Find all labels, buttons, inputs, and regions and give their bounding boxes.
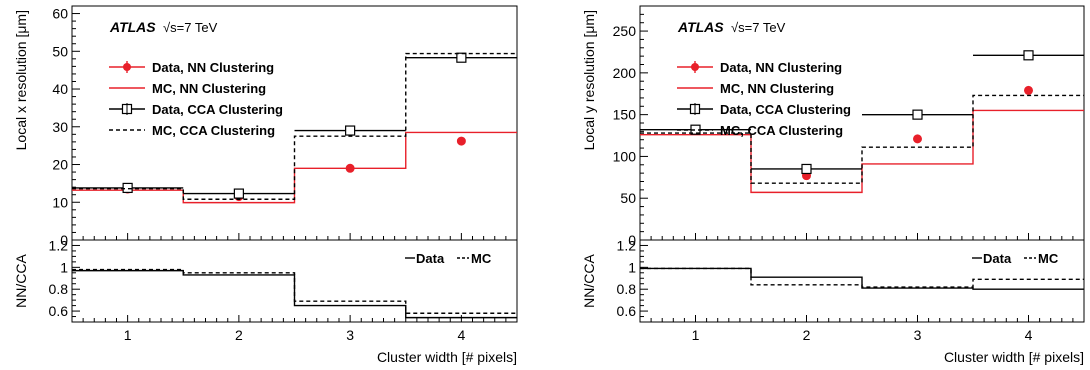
x-tick-label: 4	[457, 327, 465, 343]
x-tick-label: 1	[124, 327, 132, 343]
ratio-mc-line	[72, 268, 517, 314]
data-nn-marker	[1024, 85, 1033, 95]
ratio-y-tick-label: 1	[628, 259, 636, 275]
legend-label: Data, NN Clustering	[152, 60, 274, 75]
chart-local-y-resolution: 1 2 3 4 0 50 100 150 200 250 0.6 0.8 1 1.2 Cluster wid…	[581, 5, 1085, 365]
x-tick-label: 2	[803, 327, 811, 343]
legend-label: Data, NN Clustering	[720, 60, 842, 75]
series-mc-cca-line	[72, 52, 517, 200]
y-tick-label: 0	[628, 232, 636, 248]
data-cca-marker	[345, 125, 356, 136]
ratio-y-axis-title: NN/CCA	[581, 254, 597, 308]
series-mc-cca-line	[640, 94, 1084, 184]
y-axis-title: Local x resolution [μm]	[13, 10, 29, 150]
x-axis-title: Cluster width [# pixels]	[944, 349, 1084, 365]
x-tick-label: 3	[914, 327, 922, 343]
ratio-y-tick-label: 0.6	[49, 303, 69, 319]
legend-label: Data, CCA Clustering	[720, 102, 851, 117]
data-cca-marker	[122, 182, 133, 194]
main-plot-frame	[71, 5, 518, 241]
ratio-y-tick-label: 0.8	[617, 281, 637, 297]
y-tick-label: 150	[613, 107, 637, 123]
y-tick-label: 100	[613, 148, 637, 164]
legend-swatch-marker	[691, 63, 699, 71]
data-cca-marker	[233, 188, 244, 199]
legend-label: MC, NN Clustering	[720, 81, 834, 96]
y-tick-label: 200	[613, 65, 637, 81]
y-tick-label: 50	[52, 43, 68, 59]
legend-label: MC, CCA Clustering	[152, 123, 275, 138]
y-tick-label: 10	[52, 194, 68, 210]
data-cca-marker	[912, 109, 923, 120]
energy-label: √s=7 TeV	[731, 20, 786, 35]
ratio-y-tick-label: 1.2	[617, 237, 637, 253]
y-tick-label: 250	[613, 23, 637, 39]
y-tick-label: 40	[52, 81, 68, 97]
energy-label: √s=7 TeV	[163, 20, 218, 35]
ratio-y-tick-label: 0.6	[617, 303, 637, 319]
y-tick-label: 0	[60, 232, 68, 248]
atlas-label: ATLAS	[109, 19, 156, 35]
data-cca-marker	[456, 52, 467, 63]
x-tick-label: 1	[692, 327, 700, 343]
data-nn-marker	[913, 134, 922, 144]
atlas-label: ATLAS	[677, 19, 724, 35]
y-tick-label: 20	[52, 157, 68, 173]
ratio-legend-label-data: Data	[416, 251, 445, 266]
legend-swatch-marker	[123, 63, 131, 71]
data-cca-marker	[801, 163, 812, 175]
x-axis-title: Cluster width [# pixels]	[377, 349, 517, 365]
ratio-y-tick-label: 1.2	[49, 237, 69, 253]
legend-label: MC, NN Clustering	[152, 81, 266, 96]
data-nn-marker	[456, 136, 466, 146]
data-cca-marker	[1023, 50, 1034, 61]
x-tick-label: 2	[235, 327, 243, 343]
main-plot-frame	[639, 5, 1085, 241]
legend-label: MC, CCA Clustering	[720, 123, 843, 138]
ratio-y-tick-label: 1	[60, 259, 68, 275]
ratio-legend-label-mc: MC	[1038, 251, 1059, 266]
y-axis-title: Local y resolution [μm]	[581, 10, 597, 150]
y-tick-label: 50	[620, 190, 636, 206]
ratio-y-axis-title: NN/CCA	[13, 254, 29, 308]
ratio-legend-label-data: Data	[983, 251, 1012, 266]
y-tick-label: 60	[52, 6, 68, 22]
y-tick-label: 30	[52, 119, 68, 135]
ratio-y-tick-label: 0.8	[49, 281, 69, 297]
x-tick-label: 4	[1025, 327, 1033, 343]
ratio-mc-line	[640, 267, 1084, 288]
x-tick-label: 3	[346, 327, 354, 343]
ratio-legend-label-mc: MC	[471, 251, 492, 266]
legend-label: Data, CCA Clustering	[152, 102, 283, 117]
